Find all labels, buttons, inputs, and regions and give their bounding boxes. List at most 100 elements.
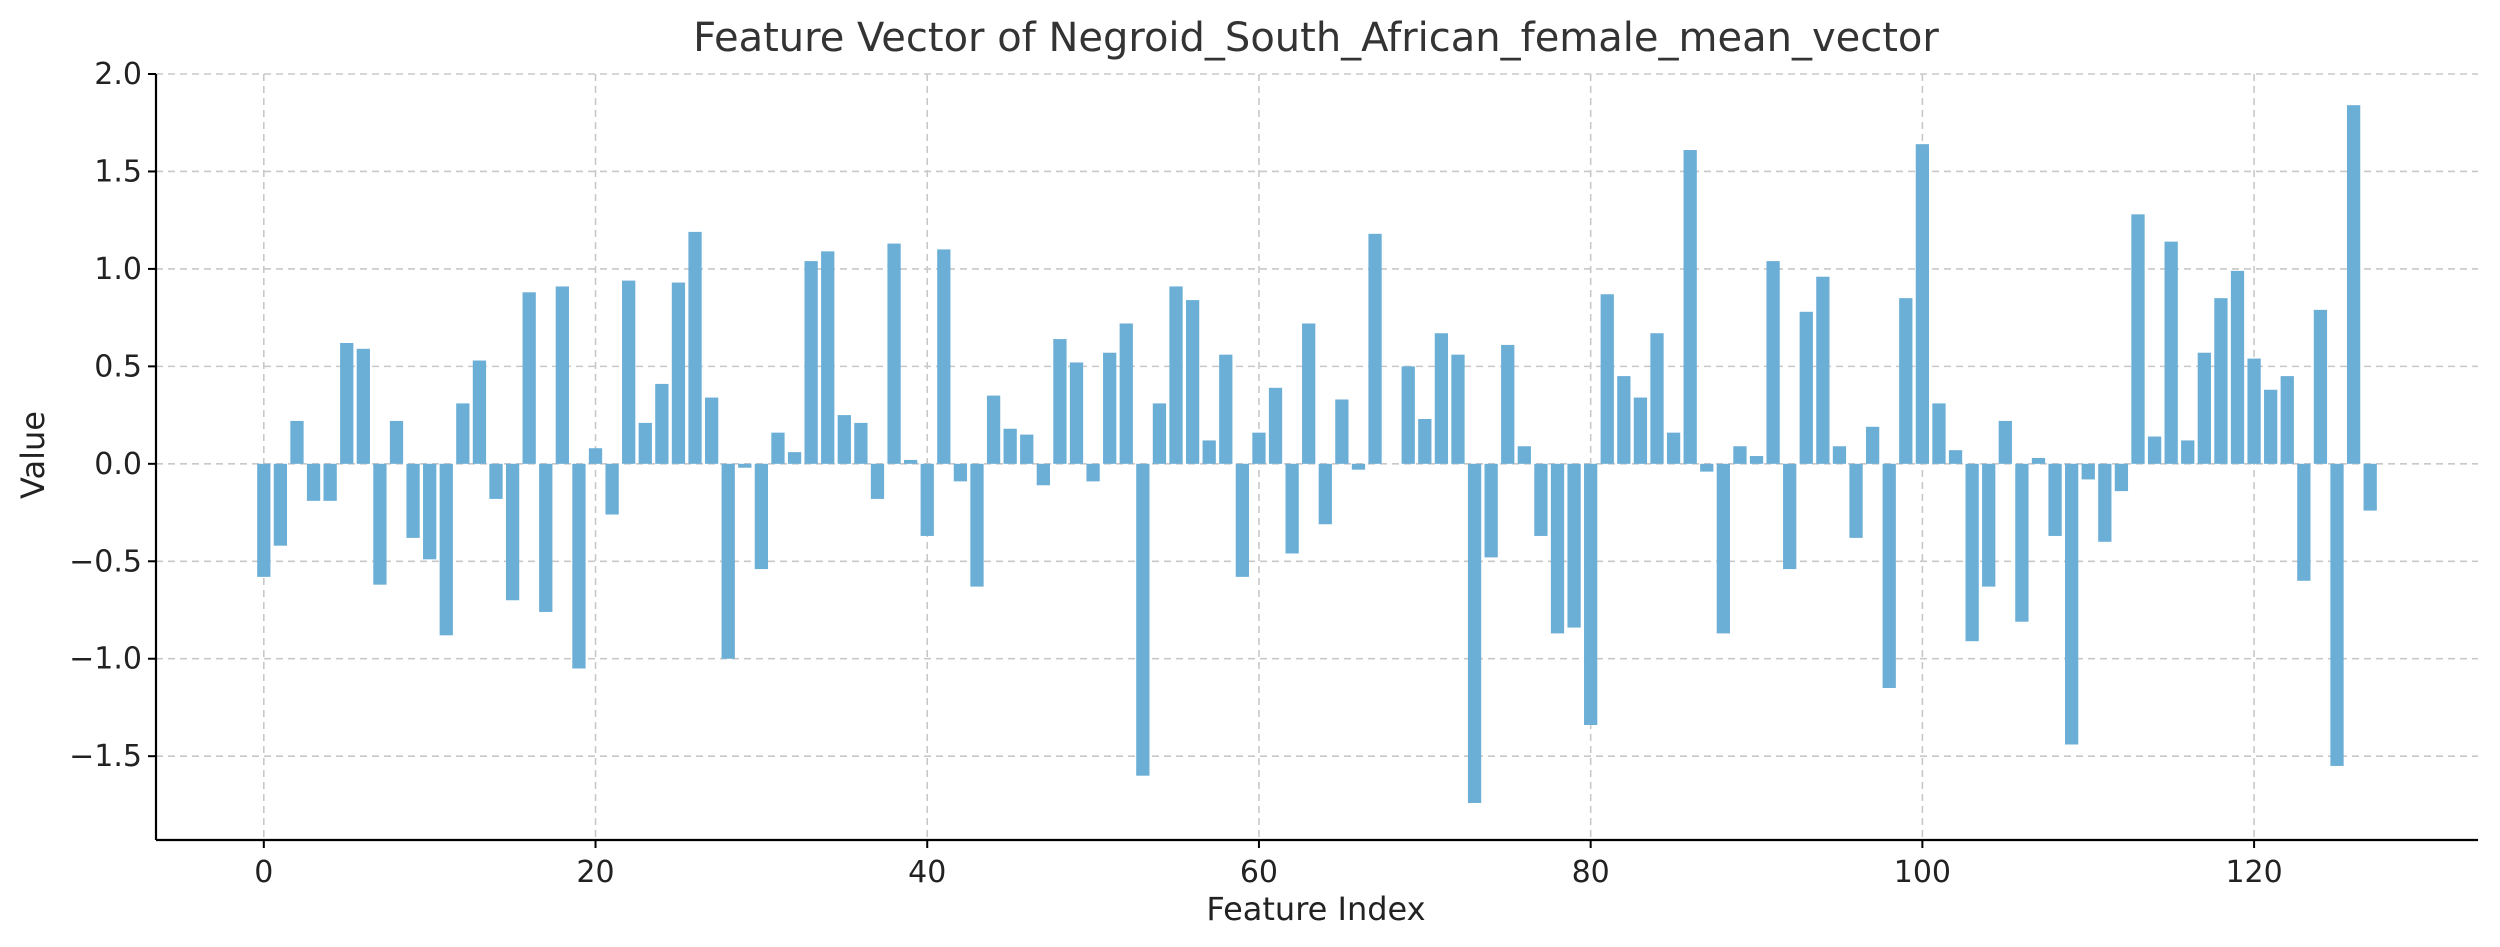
bar <box>2230 270 2245 464</box>
bar <box>986 395 1001 464</box>
bar <box>2114 463 2129 492</box>
bar <box>671 282 686 464</box>
bar <box>1086 463 1100 482</box>
bar <box>970 463 984 587</box>
bar <box>1368 233 1382 464</box>
x-axis-label: Feature Index <box>1206 890 1425 928</box>
bar <box>1517 446 1531 464</box>
bar <box>854 422 868 464</box>
x-tick-label: 0 <box>254 855 273 890</box>
bar <box>837 415 851 464</box>
bar <box>1119 323 1133 464</box>
bar <box>2164 241 2178 464</box>
bar <box>1965 463 1979 642</box>
bar <box>721 463 735 659</box>
bar <box>1749 456 1764 464</box>
bar <box>870 463 885 499</box>
bar <box>1567 463 1581 628</box>
bar <box>2181 440 2195 464</box>
y-tick-label: 1.5 <box>94 154 142 189</box>
x-tick-label: 60 <box>1240 855 1278 890</box>
bar <box>356 348 370 464</box>
bar <box>2197 352 2211 464</box>
bar <box>1053 339 1067 464</box>
bar <box>522 292 536 464</box>
bar <box>1783 463 1797 570</box>
y-tick-label: 2.0 <box>94 57 142 92</box>
bar <box>1716 463 1730 634</box>
bar <box>505 463 520 601</box>
bar <box>754 463 769 570</box>
bar <box>2346 105 2361 464</box>
bar <box>1252 432 1266 464</box>
bar <box>1335 399 1349 464</box>
bar <box>1766 261 1780 464</box>
bar <box>1202 440 1216 464</box>
bar <box>1235 463 1249 577</box>
bar <box>1136 463 1150 776</box>
bar <box>1434 333 1449 464</box>
bar <box>704 397 719 464</box>
bar <box>1617 376 1631 464</box>
bar <box>340 342 354 464</box>
bar <box>1169 286 1183 464</box>
bar <box>1799 311 1813 464</box>
bar <box>605 463 619 515</box>
bar <box>655 383 669 464</box>
bar <box>1865 426 1880 464</box>
bars <box>257 105 2377 803</box>
bar <box>389 420 404 464</box>
bar <box>2081 463 2095 480</box>
bar <box>1219 354 1233 464</box>
bar <box>2247 358 2261 464</box>
bar <box>1451 354 1465 464</box>
bar <box>2065 463 2079 745</box>
chart-title: Feature Vector of Negroid_South_African_… <box>693 15 1939 61</box>
bar <box>1932 403 1946 464</box>
bar <box>804 261 818 464</box>
bar <box>1600 294 1614 464</box>
bar <box>771 432 785 464</box>
bar <box>1633 397 1648 464</box>
x-tick-label: 120 <box>2225 855 2282 890</box>
bar <box>2280 376 2294 464</box>
y-tick-label: −1.0 <box>69 642 142 677</box>
bar <box>638 422 652 464</box>
bar <box>1899 298 1913 464</box>
y-tick-label: −1.5 <box>69 739 142 774</box>
bar <box>1733 446 1747 464</box>
bar <box>2214 298 2228 464</box>
bar <box>1816 276 1830 464</box>
bar <box>1069 362 1084 464</box>
bar <box>787 452 802 464</box>
x-tick-label: 100 <box>1894 855 1951 890</box>
bar <box>1302 323 1316 464</box>
x-tick-label: 80 <box>1572 855 1610 890</box>
bar <box>373 463 387 585</box>
bar <box>2264 389 2278 464</box>
bar <box>1152 403 1167 464</box>
bar <box>887 243 901 464</box>
x-tick-label: 20 <box>576 855 614 890</box>
bar <box>472 360 487 464</box>
bar <box>2031 457 2046 464</box>
bar <box>2330 463 2344 766</box>
bar <box>937 249 951 464</box>
bar <box>572 463 586 669</box>
bar <box>1683 150 1697 464</box>
ticks: 0 20 40 60 80 100 120 −1.5 −1.0 −0.5 0.0 0.5 1.0 1.5 2… <box>69 57 2283 890</box>
bar <box>306 463 321 501</box>
bar <box>1501 344 1515 464</box>
bar <box>1467 463 1482 803</box>
bar <box>439 463 453 636</box>
bar <box>1484 463 1498 558</box>
bar <box>257 463 271 577</box>
bar <box>953 463 968 482</box>
bar <box>1700 463 1714 472</box>
bar <box>904 459 918 464</box>
bar <box>1103 352 1117 464</box>
grid-lines <box>156 73 2478 840</box>
bar <box>920 463 934 536</box>
bar <box>273 463 288 546</box>
